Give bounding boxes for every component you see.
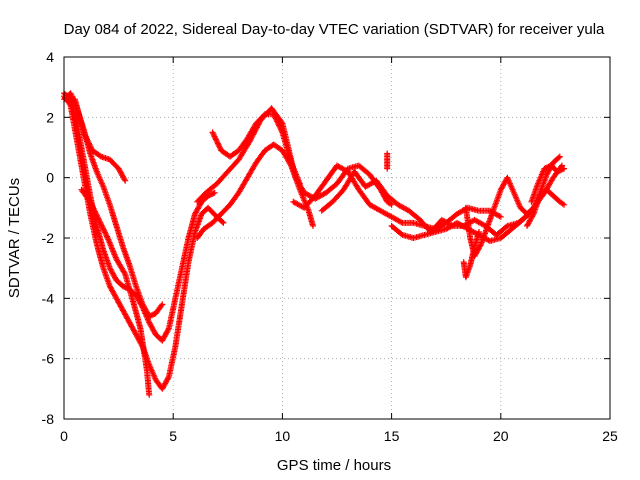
series-track-4 xyxy=(71,96,129,184)
series-track-16 xyxy=(384,150,391,172)
axis-tick-labels: 0 5 10 15 20 25 -8 -6 -4 -2 0 2 4 xyxy=(42,49,618,444)
data-point xyxy=(165,326,172,333)
data-point xyxy=(214,140,221,147)
data-point xyxy=(165,375,172,382)
y-tick-label: 0 xyxy=(46,170,54,186)
x-tick-label: 0 xyxy=(60,428,68,444)
x-tick-label: 25 xyxy=(602,428,618,444)
y-tick-label: -6 xyxy=(42,351,55,367)
data-point xyxy=(555,154,562,161)
x-axis-title: GPS time / hours xyxy=(277,457,391,474)
data-point xyxy=(211,189,218,196)
data-point xyxy=(219,218,226,225)
y-tick-label: -2 xyxy=(42,230,55,246)
data-point xyxy=(497,213,504,220)
x-tick-label: 5 xyxy=(169,428,177,444)
y-tick-label: 2 xyxy=(46,109,54,125)
y-tick-label: -4 xyxy=(42,290,55,306)
series-track-13 xyxy=(460,229,482,281)
data-point xyxy=(398,219,405,226)
data-point xyxy=(117,303,124,310)
data-point xyxy=(310,222,316,229)
x-tick-label: 10 xyxy=(275,428,291,444)
y-axis-title: SDTVAR / TECUs xyxy=(6,178,23,298)
series-track-14 xyxy=(524,186,568,229)
series-track-8 xyxy=(194,105,395,208)
data-point xyxy=(476,229,482,235)
chart-title: Day 084 of 2022, Sidereal Day-to-day VTE… xyxy=(64,21,605,38)
data-point xyxy=(158,302,165,309)
series-track-3 xyxy=(61,90,166,320)
data-point xyxy=(278,119,285,126)
data-point xyxy=(559,200,566,207)
data-points xyxy=(61,90,568,398)
data-point xyxy=(122,177,129,184)
data-point xyxy=(220,219,227,226)
series-track-5 xyxy=(78,186,153,398)
x-tick-label: 15 xyxy=(384,428,400,444)
data-point xyxy=(66,101,73,107)
y-tick-label: 4 xyxy=(46,49,54,65)
data-point xyxy=(561,165,568,172)
data-point xyxy=(561,201,568,208)
data-point xyxy=(146,391,153,398)
series-track-15 xyxy=(528,162,568,205)
data-point xyxy=(384,165,391,172)
data-point xyxy=(526,218,533,225)
series-track-10 xyxy=(318,168,533,238)
series-track-6 xyxy=(194,141,316,241)
data-point xyxy=(529,212,536,219)
x-tick-label: 20 xyxy=(493,428,509,444)
axis-ticks xyxy=(63,56,611,420)
data-point xyxy=(556,153,563,160)
y-tick-label: -8 xyxy=(42,411,55,427)
data-point xyxy=(159,301,166,308)
